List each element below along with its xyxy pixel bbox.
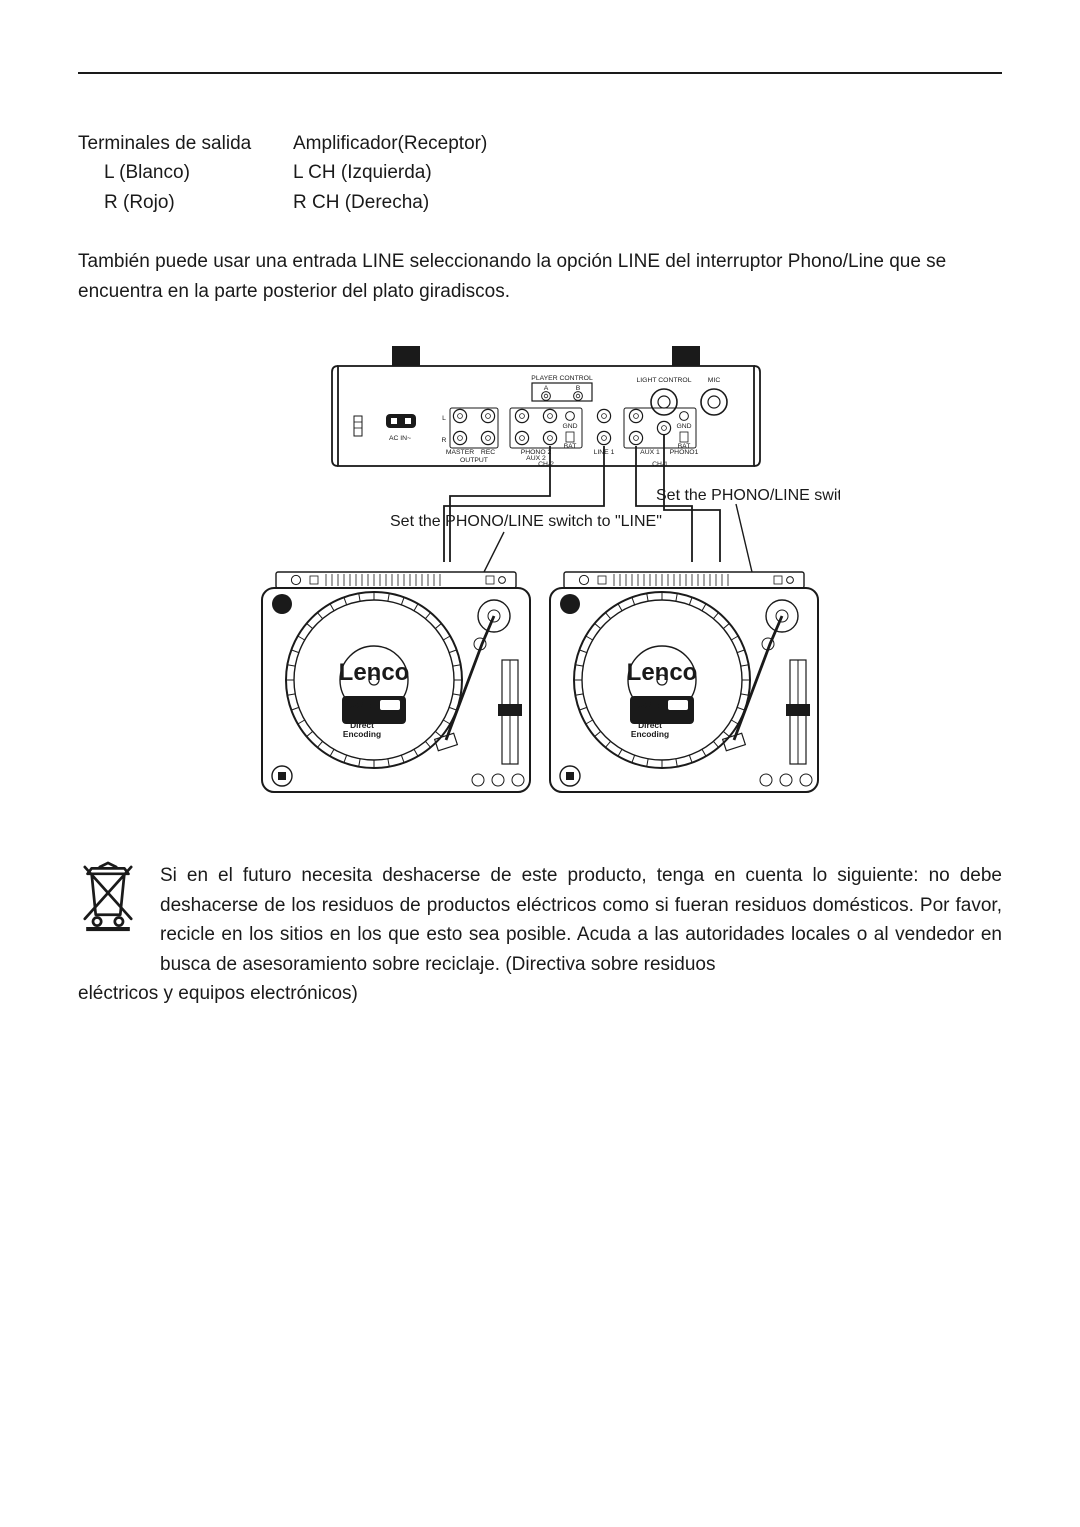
turntable-right: Lenco USB Direct Encoding (550, 572, 818, 792)
caption-phono: Set the PHONO/LINE switch to "PHONO" (656, 487, 840, 504)
tt-usb-right: USB (636, 699, 659, 711)
label-ch1: CH-1 (652, 461, 668, 468)
label-ch2: CH-2 (538, 461, 554, 468)
label-output: OUTPUT (460, 457, 488, 464)
recycling-block: Si en el futuro necesita deshacerse de e… (78, 861, 1002, 979)
turntable-left: Lenco USB Direct Encoding (262, 572, 530, 792)
tt-encoding-left: Encoding (343, 729, 381, 739)
table-row: R (Rojo) R CH (Derecha) (78, 188, 1002, 217)
label-ac-in: AC IN~ (389, 435, 411, 442)
label-a: A (544, 385, 549, 392)
label-l: L (442, 415, 446, 422)
recycling-text: Si en el futuro necesita deshacerse de e… (160, 861, 1002, 979)
connection-diagram: LIGHT CONTROL MIC PLAYER CONTROL A B (78, 336, 1002, 821)
diagram-svg: LIGHT CONTROL MIC PLAYER CONTROL A B (240, 336, 840, 816)
line-input-paragraph: También puede usar una entrada LINE sele… (78, 247, 1002, 306)
tt-encoding-right: Encoding (631, 729, 669, 739)
label-bat: BAT (564, 443, 577, 450)
tt-brand-left: Lenco (339, 659, 410, 686)
label-b: B (576, 385, 581, 392)
label-player-control: PLAYER CONTROL (531, 375, 593, 382)
tt-brand-right: Lenco (627, 659, 698, 686)
terminals-l-white: L (Blanco) (78, 158, 293, 187)
weee-icon (78, 861, 138, 933)
caption-line: Set the PHONO/LINE switch to "LINE" (390, 513, 662, 530)
label-gnd2: GND (676, 423, 691, 430)
label-phono1: PHONO1 (670, 449, 699, 456)
terminals-lch: L CH (Izquierda) (293, 158, 432, 187)
top-rule (78, 72, 1002, 74)
label-gnd: GND (562, 423, 577, 430)
label-r: R (442, 437, 447, 444)
label-master: MASTER (446, 449, 474, 456)
terminals-header-right: Amplificador(Receptor) (293, 129, 487, 158)
tt-usb-left: USB (348, 699, 371, 711)
label-aux1: AUX 1 (640, 449, 660, 456)
terminals-table: Terminales de salida Amplificador(Recept… (78, 129, 1002, 217)
label-light-control: LIGHT CONTROL (636, 377, 691, 384)
table-row: Terminales de salida Amplificador(Recept… (78, 129, 1002, 158)
page: Terminales de salida Amplificador(Recept… (0, 0, 1080, 1527)
label-rec: REC (481, 449, 495, 456)
terminals-r-red: R (Rojo) (78, 188, 293, 217)
mixer-panel: LIGHT CONTROL MIC PLAYER CONTROL A B (332, 346, 760, 468)
label-mic: MIC (708, 377, 721, 384)
table-row: L (Blanco) L CH (Izquierda) (78, 158, 1002, 187)
terminals-header-left: Terminales de salida (78, 129, 293, 158)
recycling-text-continued: eléctricos y equipos electrónicos) (78, 979, 1002, 1008)
terminals-rch: R CH (Derecha) (293, 188, 429, 217)
